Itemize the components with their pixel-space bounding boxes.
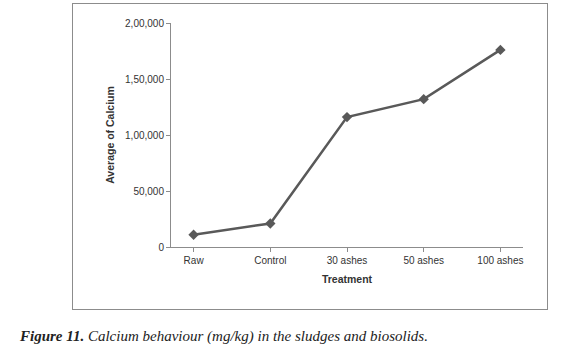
svg-text:30 ashes: 30 ashes (327, 255, 368, 266)
svg-text:Average of Calcium: Average of Calcium (104, 86, 116, 184)
svg-text:50 ashes: 50 ashes (403, 255, 444, 266)
svg-text:Treatment: Treatment (322, 273, 373, 285)
svg-text:Control: Control (254, 255, 286, 266)
svg-text:2,00,000: 2,00,000 (125, 18, 164, 29)
svg-text:50,000: 50,000 (133, 186, 164, 197)
svg-text:0: 0 (158, 242, 164, 253)
html-text:Figure 11. Calcium behaviour (: Figure 11. Calcium behaviour (mg/kg) in … (20, 328, 428, 344)
svg-text:1,50,000: 1,50,000 (125, 74, 164, 85)
svg-text:Raw: Raw (184, 255, 205, 266)
svg-text:1,00,000: 1,00,000 (125, 130, 164, 141)
svg-text:100 ashes: 100 ashes (477, 255, 523, 266)
